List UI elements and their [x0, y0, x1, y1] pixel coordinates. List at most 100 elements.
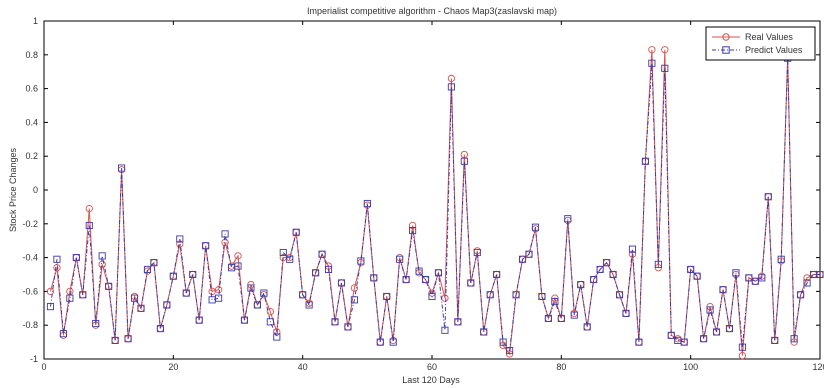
data-point [150, 259, 158, 267]
data-point [260, 289, 268, 297]
data-point [693, 272, 701, 280]
data-point [279, 248, 287, 257]
data-point [234, 252, 242, 260]
chart-title: Imperialist competitive algorithm - Chao… [307, 6, 557, 16]
data-point [72, 254, 80, 262]
y-tick-label: 0 [33, 185, 38, 195]
data-point [85, 204, 93, 213]
data-point [415, 267, 423, 275]
data-point [312, 269, 320, 277]
data-point [447, 74, 456, 83]
legend-predict-label: Predict Values [745, 45, 803, 55]
data-point [409, 227, 417, 235]
data-point [467, 279, 475, 287]
data-point [758, 274, 766, 282]
data-point [344, 323, 352, 331]
data-point [661, 64, 669, 72]
data-point [195, 316, 203, 324]
data-point [253, 301, 261, 309]
data-point [441, 326, 449, 334]
data-point [570, 311, 578, 319]
data-point [538, 292, 546, 301]
y-axis-label: Stock Price Changes [8, 147, 18, 232]
data-point [434, 269, 443, 277]
data-point [512, 291, 520, 299]
x-tick-label: 80 [556, 362, 566, 372]
data-point [105, 282, 113, 290]
series-layer [46, 46, 824, 360]
data-point [221, 230, 229, 238]
y-tick-label: -1 [30, 354, 38, 364]
x-tick-label: 40 [298, 362, 308, 372]
data-point [286, 255, 294, 263]
data-point [648, 46, 656, 54]
data-point [396, 255, 404, 263]
data-point [700, 335, 708, 343]
data-point [143, 265, 152, 273]
data-point [557, 314, 565, 322]
data-point [777, 255, 785, 263]
data-point [661, 46, 669, 54]
data-point [764, 193, 772, 201]
data-point [221, 238, 229, 247]
data-point [189, 270, 197, 279]
data-point [738, 351, 747, 360]
data-point [473, 248, 481, 257]
data-point [331, 318, 339, 326]
data-point [564, 215, 572, 223]
data-point [85, 221, 93, 230]
data-point [98, 252, 106, 260]
data-point [92, 319, 100, 328]
data-point [46, 287, 55, 296]
data-point [247, 284, 255, 292]
data-point [66, 287, 74, 296]
data-point [725, 325, 734, 333]
data-point [706, 306, 714, 314]
data-point [712, 328, 721, 336]
data-point [506, 347, 514, 355]
data-point [79, 291, 87, 299]
y-axis-ticks: -1 -0.8 -0.6 -0.4 -0.2 0 0.2 0.4 0.6 0.8 1 [22, 16, 820, 364]
x-tick-label: 0 [41, 362, 46, 372]
data-point [169, 272, 177, 280]
data-point [454, 318, 462, 326]
data-point [66, 294, 74, 302]
data-point [641, 157, 649, 165]
data-point [738, 343, 746, 351]
data-point [628, 245, 637, 253]
data-point [389, 338, 397, 346]
data-point [518, 255, 527, 263]
y-tick-label: -0.8 [22, 320, 38, 330]
data-point [603, 259, 611, 267]
data-point [305, 301, 313, 309]
data-point [202, 242, 210, 250]
data-point [163, 301, 171, 309]
legend-real-label: Real Values [745, 32, 793, 42]
data-point [460, 150, 468, 159]
data-point [299, 291, 307, 299]
legend: Real Values Predict Values [705, 26, 816, 61]
data-point [771, 336, 779, 344]
data-point [215, 294, 223, 302]
y-tick-label: -0.6 [22, 286, 38, 296]
data-point [98, 260, 106, 269]
data-point [460, 157, 468, 165]
data-point [208, 287, 216, 296]
data-point [156, 325, 164, 333]
data-point [486, 291, 494, 299]
data-point [182, 289, 190, 297]
data-point [402, 276, 410, 284]
data-point [363, 199, 371, 208]
data-point [337, 279, 346, 287]
data-point [590, 276, 598, 284]
data-point [53, 264, 61, 272]
data-point [318, 250, 326, 258]
series-line [49, 58, 820, 352]
data-point [350, 296, 358, 304]
data-point [176, 235, 184, 243]
data-point [648, 59, 656, 67]
data-point [376, 338, 384, 346]
data-point [273, 333, 281, 341]
y-tick-label: 0.6 [25, 84, 38, 94]
